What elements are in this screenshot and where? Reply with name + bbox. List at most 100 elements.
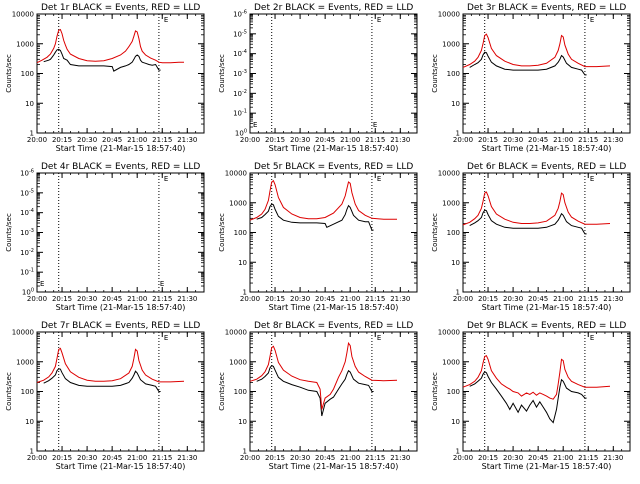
y-tick-label: 1 bbox=[243, 289, 247, 297]
x-tick-label: 21:15 bbox=[365, 295, 385, 303]
panel-6: Det 6r BLACK = Events, RED = LLD 20:00 20:… bbox=[431, 162, 631, 312]
y-tick-label: 10-4 bbox=[20, 208, 34, 217]
x-tick-label: 21:00 bbox=[127, 136, 147, 144]
y-tick-label: 10-3 bbox=[20, 228, 34, 237]
marker-letter-top: E bbox=[164, 334, 168, 342]
y-tick-label: 100 bbox=[22, 288, 34, 297]
x-tick-label: 20:30 bbox=[77, 295, 97, 303]
y-tick-label: 10-4 bbox=[233, 49, 247, 58]
x-tick-label: 21:30 bbox=[603, 454, 623, 462]
plot-frame bbox=[36, 172, 205, 293]
y-tick-label: 1000 bbox=[442, 199, 460, 207]
series-lld-line bbox=[36, 347, 185, 383]
series-events-line bbox=[43, 368, 161, 392]
x-tick-label: 20:15 bbox=[52, 295, 72, 303]
x-tick-label: 21:15 bbox=[152, 295, 172, 303]
x-axis-label: Start Time (21-Mar-15 18:57:40) bbox=[482, 303, 612, 312]
x-tick-label: 21:00 bbox=[127, 295, 147, 303]
x-tick-label: 20:45 bbox=[102, 295, 122, 303]
x-tick-label: 21:00 bbox=[553, 454, 573, 462]
y-tick-label: 10000 bbox=[225, 329, 247, 337]
y-tick-label: 1000 bbox=[16, 358, 34, 366]
y-tick-label: 1000 bbox=[229, 358, 247, 366]
series-events-line bbox=[256, 203, 374, 231]
y-axis-label: Counts/sec bbox=[218, 54, 226, 93]
x-tick-label: 20:45 bbox=[528, 295, 548, 303]
y-tick-label: 10000 bbox=[12, 11, 34, 19]
y-axis-label: Counts/sec bbox=[5, 372, 13, 411]
x-tick-label: 20:00 bbox=[27, 454, 47, 462]
y-tick-label: 10 bbox=[451, 100, 460, 108]
x-tick-label: 21:15 bbox=[578, 136, 598, 144]
y-tick-label: 10 bbox=[25, 100, 34, 108]
y-tick-label: 10 bbox=[238, 259, 247, 267]
y-tick-label: 10-6 bbox=[233, 10, 247, 19]
x-tick-label: 20:00 bbox=[240, 295, 260, 303]
y-tick-label: 1000 bbox=[16, 40, 34, 48]
panel-title: Det 5r BLACK = Events, RED = LLD bbox=[254, 162, 413, 172]
y-tick-label: 1 bbox=[243, 448, 247, 456]
panel-title: Det 9r BLACK = Events, RED = LLD bbox=[467, 321, 626, 331]
panel-3: Det 3r BLACK = Events, RED = LLD 20:00 20:… bbox=[431, 3, 631, 153]
y-tick-label: 10000 bbox=[225, 170, 247, 178]
marker-letter-top: E bbox=[164, 16, 168, 24]
x-tick-label: 20:45 bbox=[315, 136, 335, 144]
x-tick-label: 21:15 bbox=[578, 295, 598, 303]
x-tick-label: 20:30 bbox=[290, 454, 310, 462]
x-tick-label: 21:00 bbox=[127, 454, 147, 462]
x-tick-label: 21:30 bbox=[177, 454, 197, 462]
y-tick-label: 1 bbox=[456, 130, 460, 138]
x-axis-label: Start Time (21-Mar-15 18:57:40) bbox=[269, 144, 399, 153]
x-tick-label: 21:15 bbox=[578, 454, 598, 462]
y-tick-label: 100 bbox=[21, 388, 34, 396]
panel-title: Det 4r BLACK = Events, RED = LLD bbox=[41, 162, 200, 172]
y-axis-label: Counts/sec bbox=[5, 213, 13, 252]
series-events-line bbox=[469, 371, 587, 424]
y-tick-label: 10000 bbox=[12, 329, 34, 337]
y-tick-label: 10 bbox=[451, 259, 460, 267]
marker-letter-right: E bbox=[373, 121, 377, 129]
marker-letter-top: E bbox=[590, 175, 594, 183]
panel-title: Det 8r BLACK = Events, RED = LLD bbox=[254, 321, 413, 331]
marker-letter-right: E bbox=[160, 280, 164, 288]
x-axis-label: Start Time (21-Mar-15 18:57:40) bbox=[482, 144, 612, 153]
series-events-line bbox=[43, 48, 161, 72]
x-tick-label: 20:15 bbox=[265, 295, 285, 303]
series-lld-line bbox=[249, 179, 397, 221]
x-tick-label: 20:00 bbox=[240, 454, 260, 462]
y-tick-label: 10 bbox=[238, 418, 247, 426]
y-tick-label: 10000 bbox=[438, 170, 460, 178]
panel-title: Det 6r BLACK = Events, RED = LLD bbox=[467, 162, 626, 172]
y-tick-label: 1000 bbox=[442, 40, 460, 48]
series-lld-line bbox=[462, 33, 611, 68]
y-tick-label: 100 bbox=[447, 70, 460, 78]
y-tick-label: 10-5 bbox=[233, 29, 247, 38]
y-tick-label: 100 bbox=[447, 229, 460, 237]
x-tick-label: 20:15 bbox=[52, 454, 72, 462]
marker-letter-left: E bbox=[40, 280, 44, 288]
series-events-line bbox=[469, 209, 587, 235]
plot-frame bbox=[462, 331, 631, 452]
panel-title: Det 7r BLACK = Events, RED = LLD bbox=[41, 321, 200, 331]
x-tick-label: 21:15 bbox=[365, 136, 385, 144]
plot-frame bbox=[36, 13, 205, 134]
x-tick-label: 21:15 bbox=[365, 454, 385, 462]
x-axis-label: Start Time (21-Mar-15 18:57:40) bbox=[56, 303, 186, 312]
x-tick-label: 20:30 bbox=[503, 295, 523, 303]
series-lld-line bbox=[36, 28, 184, 64]
x-axis-label: Start Time (21-Mar-15 18:57:40) bbox=[56, 144, 186, 153]
marker-letter-top: E bbox=[164, 175, 168, 183]
y-tick-label: 1000 bbox=[229, 199, 247, 207]
series-lld-line bbox=[249, 341, 398, 410]
x-axis-label: Start Time (21-Mar-15 18:57:40) bbox=[56, 462, 186, 471]
x-tick-label: 20:45 bbox=[102, 454, 122, 462]
marker-letter-left: E bbox=[253, 121, 257, 129]
plot-frame bbox=[462, 172, 631, 293]
x-tick-label: 20:00 bbox=[27, 295, 47, 303]
y-tick-label: 100 bbox=[21, 70, 34, 78]
x-tick-label: 20:30 bbox=[77, 136, 97, 144]
y-tick-label: 10 bbox=[451, 418, 460, 426]
panel-title: Det 3r BLACK = Events, RED = LLD bbox=[467, 3, 626, 13]
x-tick-label: 20:15 bbox=[478, 295, 498, 303]
